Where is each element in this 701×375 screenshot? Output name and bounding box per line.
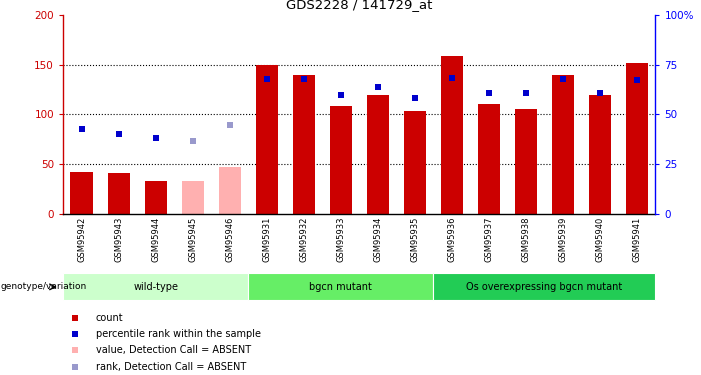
Bar	[478, 104, 500, 214]
Bar	[107, 173, 130, 214]
Bar	[626, 63, 648, 214]
Text: GSM95943: GSM95943	[114, 217, 123, 262]
Bar	[219, 167, 241, 214]
Text: GSM95933: GSM95933	[336, 217, 346, 262]
Text: GSM95944: GSM95944	[151, 217, 160, 262]
Bar	[248, 273, 433, 300]
Bar	[404, 111, 426, 214]
Text: GSM95941: GSM95941	[632, 217, 641, 262]
Bar	[63, 273, 248, 300]
Text: GSM95936: GSM95936	[447, 217, 456, 262]
Text: GSM95946: GSM95946	[225, 217, 234, 262]
Bar	[515, 110, 537, 214]
Bar	[71, 172, 93, 214]
Text: genotype/variation: genotype/variation	[1, 282, 87, 291]
Text: percentile rank within the sample: percentile rank within the sample	[95, 329, 261, 339]
Text: bgcn mutant: bgcn mutant	[309, 282, 372, 292]
Text: GSM95937: GSM95937	[484, 217, 494, 262]
Text: GSM95935: GSM95935	[410, 217, 419, 262]
Bar	[433, 273, 655, 300]
Bar	[589, 94, 611, 214]
Bar	[144, 181, 167, 214]
Text: GSM95938: GSM95938	[522, 217, 531, 262]
Text: GSM95934: GSM95934	[373, 217, 382, 262]
Text: count: count	[95, 313, 123, 322]
Bar	[441, 56, 463, 214]
Text: GSM95931: GSM95931	[262, 217, 271, 262]
Text: Os overexpressing bgcn mutant: Os overexpressing bgcn mutant	[466, 282, 622, 292]
Text: GSM95945: GSM95945	[188, 217, 197, 262]
Bar	[329, 106, 352, 214]
Text: GSM95932: GSM95932	[299, 217, 308, 262]
Text: GDS2228 / 141729_at: GDS2228 / 141729_at	[286, 0, 433, 11]
Bar	[552, 75, 574, 214]
Text: GSM95939: GSM95939	[559, 217, 567, 262]
Text: value, Detection Call = ABSENT: value, Detection Call = ABSENT	[95, 345, 251, 355]
Text: wild-type: wild-type	[133, 282, 178, 292]
Bar	[367, 94, 389, 214]
Text: GSM95942: GSM95942	[77, 217, 86, 262]
Text: rank, Detection Call = ABSENT: rank, Detection Call = ABSENT	[95, 362, 246, 372]
Bar	[256, 64, 278, 214]
Bar	[292, 75, 315, 214]
Bar	[182, 181, 204, 214]
Text: GSM95940: GSM95940	[595, 217, 604, 262]
